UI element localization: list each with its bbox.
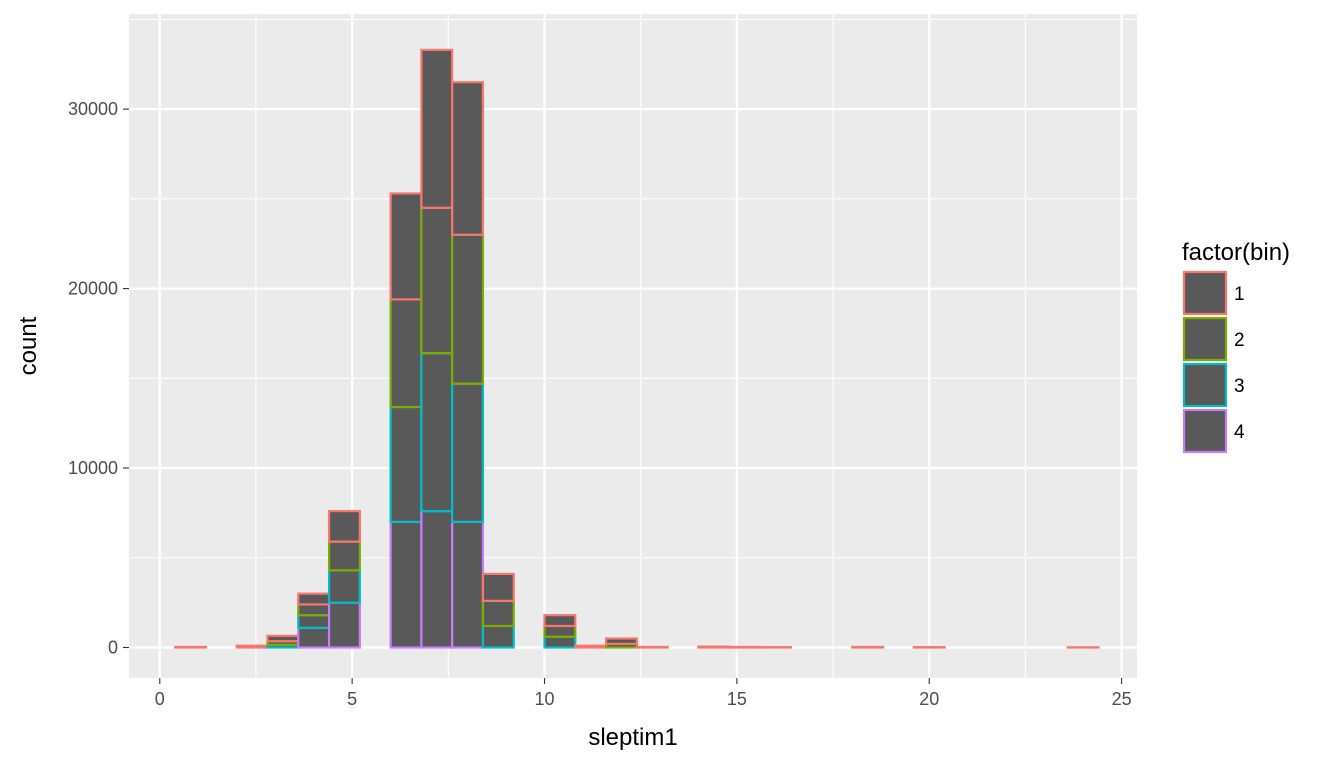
bar-segment-1 <box>297 592 331 606</box>
bar-segment-2 <box>543 624 577 638</box>
x-tick-label: 0 <box>155 689 165 709</box>
bar-segment-3 <box>420 352 454 513</box>
y-tick-label: 10000 <box>68 458 118 478</box>
bar-segment-1 <box>574 644 608 649</box>
bar-segment-1 <box>235 644 269 649</box>
bar-segment-4 <box>451 520 485 649</box>
x-tick-label: 15 <box>727 689 747 709</box>
plot-panel <box>129 14 1137 678</box>
bar-segment-2 <box>481 599 515 628</box>
bars <box>174 48 1100 649</box>
bar-segment-4 <box>420 510 454 649</box>
legend-title: factor(bin) <box>1182 239 1290 266</box>
legend-key-1 <box>1182 270 1228 316</box>
bar-segment-3 <box>481 624 515 649</box>
legend-key-3 <box>1182 362 1228 408</box>
bar-segment-1 <box>851 645 885 649</box>
bar-segment-4 <box>327 601 361 649</box>
y-axis: 0 10000 20000 30000 <box>68 99 129 657</box>
bar-segment-1 <box>327 510 361 543</box>
x-tick-label: 5 <box>347 689 357 709</box>
bar-segment-1 <box>604 637 638 646</box>
bar-segment-1 <box>635 645 669 649</box>
legend-label-4: 4 <box>1234 422 1245 443</box>
x-tick-label: 25 <box>1112 689 1132 709</box>
legend-key-4 <box>1182 408 1228 454</box>
legend: factor(bin) 1 2 3 4 <box>1182 239 1290 454</box>
bar-segment-1 <box>420 48 454 209</box>
y-tick-label: 20000 <box>68 279 118 299</box>
bar-segment-1 <box>174 645 208 649</box>
bar-segment-2 <box>297 603 331 617</box>
bar-segment-2 <box>420 206 454 355</box>
x-tick-label: 20 <box>919 689 939 709</box>
y-axis-title: count <box>15 316 42 375</box>
legend-key-2 <box>1182 316 1228 362</box>
major-gridlines <box>129 14 1137 678</box>
bar-segment-3 <box>327 569 361 604</box>
bar-segment-1 <box>451 81 485 236</box>
legend-label-2: 2 <box>1234 330 1245 351</box>
bar-segment-1 <box>728 645 762 649</box>
y-tick-label: 0 <box>108 637 118 657</box>
bar-segment-3 <box>543 635 577 649</box>
bar-segment-3 <box>451 382 485 523</box>
bar-segment-4 <box>389 520 423 649</box>
bar-segment-2 <box>327 540 361 572</box>
legend-label-1: 1 <box>1234 284 1245 305</box>
bar-segment-1 <box>697 645 731 649</box>
bar-segment-3 <box>389 405 423 523</box>
bar-segment-2 <box>451 233 485 385</box>
bar-segment-1 <box>543 614 577 628</box>
legend-label-3: 3 <box>1234 376 1245 397</box>
y-tick-label: 30000 <box>68 99 118 119</box>
bar-segment-1 <box>389 192 423 301</box>
bar-segment-4 <box>297 626 331 649</box>
bar-segment-2 <box>389 298 423 409</box>
x-tick-label: 10 <box>534 689 554 709</box>
bar-segment-3 <box>297 614 331 629</box>
bar-segment-1 <box>481 572 515 602</box>
bar-segment-1 <box>266 634 300 643</box>
x-axis: 0 5 10 15 20 25 <box>155 678 1132 709</box>
x-axis-title: sleptim1 <box>588 724 677 751</box>
